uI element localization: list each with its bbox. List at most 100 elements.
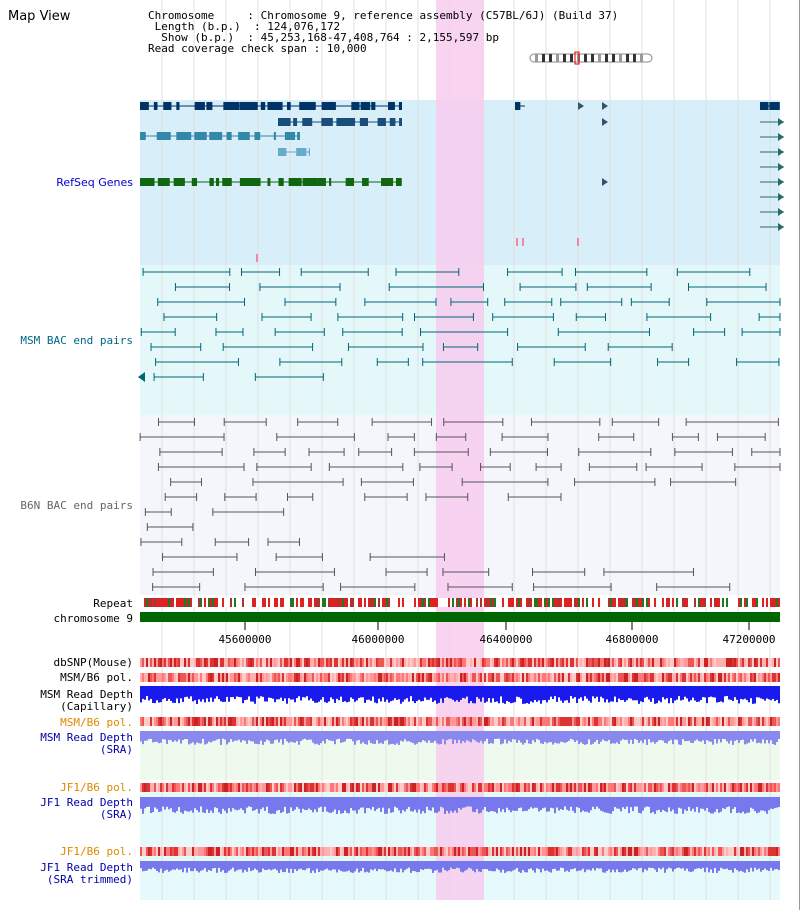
dbsnp-heat-cell [274, 658, 276, 667]
msm-sra-depth-bar [310, 731, 312, 740]
msm-b6-pol-heat-cell [232, 673, 234, 682]
msm-sra-depth-bar [508, 731, 510, 741]
msm-b6-pol-2-heat-cell [354, 717, 356, 726]
dbsnp-heat-cell [636, 658, 638, 667]
jf1-b6-pol-heat-cell [634, 783, 636, 792]
track-label-msm-b6-pol[interactable]: MSM/B6 pol. [60, 671, 133, 684]
repeat-segment [524, 598, 526, 607]
jf1-b6-pol-2-heat-cell [164, 847, 166, 856]
track-label-jf1-read-depth-1[interactable]: JF1 Read Depth [40, 796, 133, 809]
msm-capillary-depth-bar [538, 686, 540, 701]
jf1-b6-pol-heat-cell [260, 783, 262, 792]
jf1-sra-depth-bar [434, 797, 436, 813]
msm-b6-pol-heat-cell [526, 673, 528, 682]
dbsnp-heat-cell [548, 658, 550, 667]
msm-sra-depth-bar [214, 731, 216, 741]
jf1-trimmed-depth-bar [474, 861, 476, 873]
track-label-b6n-bac[interactable]: B6N BAC end pairs [20, 499, 133, 512]
repeat-segment [210, 598, 212, 607]
jf1-b6-pol-2-heat-cell [446, 847, 448, 856]
msm-b6-pol-2-heat-cell [480, 717, 482, 726]
dbsnp-heat-cell [640, 658, 642, 667]
msm-capillary-depth-bar [380, 686, 382, 702]
dbsnp-heat-cell [454, 658, 456, 667]
track-label-msm-b6-pol-2[interactable]: MSM/B6 pol. [60, 716, 133, 729]
track-label-jf1-b6-pol-2[interactable]: JF1/B6 pol. [60, 845, 133, 858]
jf1-b6-pol-heat-cell [256, 783, 258, 792]
msm-capillary-depth-bar [772, 686, 774, 699]
gene-strand-arrow [578, 102, 584, 110]
jf1-b6-pol-heat-cell [588, 783, 590, 792]
msm-b6-pol-2-heat-cell [256, 717, 258, 726]
track-label-jf1-b6-pol[interactable]: JF1/B6 pol. [60, 781, 133, 794]
repeat-segment [188, 598, 190, 607]
jf1-b6-pol-heat-cell [418, 783, 420, 792]
msm-b6-pol-heat-cell [546, 673, 548, 682]
jf1-b6-pol-heat-cell [142, 783, 144, 792]
jf1-b6-pol-heat-cell [478, 783, 480, 792]
jf1-b6-pol-2-heat-cell [430, 847, 432, 856]
track-label-msm-bac[interactable]: MSM BAC end pairs [20, 334, 133, 347]
repeat-segment [368, 598, 370, 607]
msm-capillary-depth-bar [496, 686, 498, 702]
jf1-b6-pol-2-heat-cell [472, 847, 474, 856]
dbsnp-heat-cell [446, 658, 448, 667]
dbsnp-heat-cell [392, 658, 394, 667]
repeat-segment [444, 598, 446, 607]
jf1-trimmed-depth-bar [732, 861, 734, 873]
track-label-msm-read-depth-capillary-1[interactable]: MSM Read Depth [40, 688, 133, 701]
msm-b6-pol-2-heat-cell [208, 717, 210, 726]
repeat-segment [662, 598, 664, 607]
repeat-segment [678, 598, 680, 607]
msm-sra-depth-bar [708, 731, 710, 742]
jf1-b6-pol-2-heat-cell [418, 847, 420, 856]
msm-capillary-depth-bar [342, 686, 344, 702]
track-label-refseq-genes[interactable]: RefSeq Genes [56, 176, 133, 189]
jf1-trimmed-depth-bar [658, 861, 660, 868]
jf1-sra-depth-bar [478, 797, 480, 814]
jf1-b6-pol-heat-cell [168, 783, 170, 792]
dbsnp-heat-cell [714, 658, 716, 667]
msm-b6-pol-2-heat-cell [592, 717, 594, 726]
dbsnp-heat-cell [540, 658, 542, 667]
msm-sra-depth-bar [292, 731, 294, 743]
repeat-segment [560, 598, 562, 607]
jf1-b6-pol-heat-cell [752, 783, 754, 792]
jf1-b6-pol-2-heat-cell [364, 847, 366, 856]
msm-b6-pol-2-heat-cell [222, 717, 224, 726]
dbsnp-heat-cell [432, 658, 434, 667]
jf1-b6-pol-2-heat-cell [622, 847, 624, 856]
gene-exon [254, 132, 261, 140]
track-label-repeat[interactable]: Repeat [93, 597, 133, 610]
jf1-b6-pol-heat-cell [234, 783, 236, 792]
repeat-segment [632, 598, 634, 607]
msm-b6-pol-heat-cell [596, 673, 598, 682]
dbsnp-heat-cell [236, 658, 238, 667]
msm-b6-pol-2-heat-cell [674, 717, 676, 726]
jf1-sra-depth-bar [642, 797, 644, 811]
msm-b6-pol-heat-cell [264, 673, 266, 682]
msm-capillary-depth-bar [740, 686, 742, 699]
msm-b6-pol-2-heat-cell [774, 717, 776, 726]
repeat-segment [462, 598, 464, 607]
track-label-jf1-read-depth-trimmed-1[interactable]: JF1 Read Depth [40, 861, 133, 874]
dbsnp-heat-cell [226, 658, 228, 667]
jf1-b6-pol-heat-cell [704, 783, 706, 792]
jf1-b6-pol-2-heat-cell [536, 847, 538, 856]
track-label-dbsnp[interactable]: dbSNP(Mouse) [53, 656, 133, 669]
msm-b6-pol-heat-cell [328, 673, 330, 682]
jf1-trimmed-depth-bar [722, 861, 724, 869]
msm-b6-pol-heat-cell [224, 673, 226, 682]
msm-sra-depth-bar [388, 731, 390, 745]
msm-b6-pol-heat-cell [516, 673, 518, 682]
msm-capillary-depth-bar [306, 686, 308, 697]
dbsnp-heat-cell [498, 658, 500, 667]
track-label-msm-read-depth-sra-1[interactable]: MSM Read Depth [40, 731, 133, 744]
dbsnp-heat-cell [706, 658, 708, 667]
msm-capillary-depth-bar [688, 686, 690, 702]
jf1-sra-depth-bar [424, 797, 426, 814]
msm-capillary-depth-bar [370, 686, 372, 701]
dbsnp-heat-cell [284, 658, 286, 667]
